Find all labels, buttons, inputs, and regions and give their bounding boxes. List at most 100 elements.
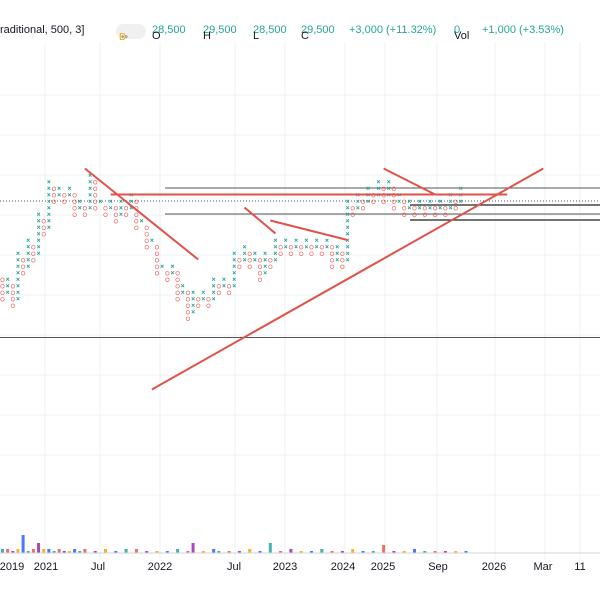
ohlc-open: O 28,500 [152,24,186,42]
o-box: ○ [134,198,138,206]
x-box: × [150,237,154,245]
volume-bar [382,545,386,553]
x-box: × [36,217,40,225]
x-box: × [407,204,411,212]
volume-bar [67,551,71,553]
x-box: × [459,185,463,193]
o-box: ○ [443,211,447,219]
volume-bar [227,551,231,553]
volume-bar [289,549,293,553]
x-box: × [232,276,236,284]
o-box: ○ [83,204,87,212]
volume-bar [361,551,365,553]
status-badge[interactable]: •• D [116,24,146,43]
o-box: ○ [145,237,149,245]
o-box: ○ [381,198,385,206]
x-box: × [16,276,20,284]
o-box: ○ [423,204,427,212]
x-box: × [26,263,30,271]
o-box: ○ [52,198,56,206]
x-box: × [345,256,349,264]
o-box: ○ [165,276,169,284]
o-box: ○ [361,204,365,212]
o-box: ○ [361,198,365,206]
x-box: × [366,198,370,206]
x-box: × [109,204,113,212]
volume-bar [402,551,406,553]
o-box: ○ [443,204,447,212]
x-box: × [6,289,10,297]
x-box: × [109,198,113,206]
volume-bar [134,549,138,553]
o-box: ○ [402,211,406,219]
time-axis-label: Mar [534,561,553,573]
x-box: × [304,237,308,245]
x-box: × [418,198,422,206]
o-box: ○ [31,243,35,251]
x-box: × [212,276,216,284]
volume-bar [62,551,66,553]
o-box: ○ [72,198,76,206]
o-box: ○ [175,276,179,284]
ohlc-close: C 29,500 [301,24,335,42]
x-box: × [294,243,298,251]
o-box: ○ [62,191,66,199]
x-box: × [36,243,40,251]
o-box: ○ [248,250,252,258]
x-box: × [345,198,349,206]
volume-bar [186,551,190,553]
volume-bar [78,551,82,553]
o-box: ○ [42,217,46,225]
x-box: × [376,185,380,193]
ohlc-open-value: 28,500 [152,24,186,36]
trendline [270,219,348,241]
o-box: ○ [289,243,293,251]
trendlines[interactable] [84,167,544,391]
status-dots: •• [121,32,129,43]
o-box: ○ [72,191,76,199]
x-box: × [181,289,185,297]
time-axis[interactable]: 2019 2021 Jul 2022 Jul 2023 2024 2025 Sep 2026 Mar… [0,561,586,573]
x-box: × [78,204,82,212]
o-box: ○ [330,263,334,271]
x-box: × [418,204,422,212]
legend-header: raditional, 500, 3] •• D O 28,500 H 29,500 … [0,18,600,43]
o-box: ○ [124,204,128,212]
x-box: × [242,243,246,251]
price-change: +3,000 (+11.32%) [349,24,437,36]
horizontal-levels[interactable] [0,187,600,338]
x-box: × [57,191,61,199]
volume-bar [268,543,272,553]
o-box: ○ [134,217,138,225]
o-box: ○ [21,256,25,264]
x-box: × [222,282,226,290]
o-box: ○ [42,230,46,238]
o-box: ○ [258,269,262,277]
o-box: ○ [278,243,282,251]
o-box: ○ [155,269,159,277]
volume-label: Vol [454,30,470,42]
x-box: × [47,204,51,212]
x-box: × [201,295,205,303]
x-box: × [47,178,51,186]
o-box: ○ [320,243,324,251]
volume-bar [212,549,216,553]
o-box: ○ [175,289,179,297]
volume-bar [42,549,46,553]
o-box: ○ [155,243,159,251]
o-box: ○ [351,211,355,219]
o-box: ○ [392,204,396,212]
x-box: × [6,282,10,290]
o-box: ○ [454,198,458,206]
x-box: × [242,250,246,258]
x-box: × [78,198,82,206]
x-box: × [212,282,216,290]
o-box: ○ [155,256,159,264]
x-box: × [129,204,133,212]
volume-bar [310,551,313,553]
x-box: × [273,256,277,264]
time-axis-label: 2024 [331,561,355,573]
o-box: ○ [392,198,396,206]
